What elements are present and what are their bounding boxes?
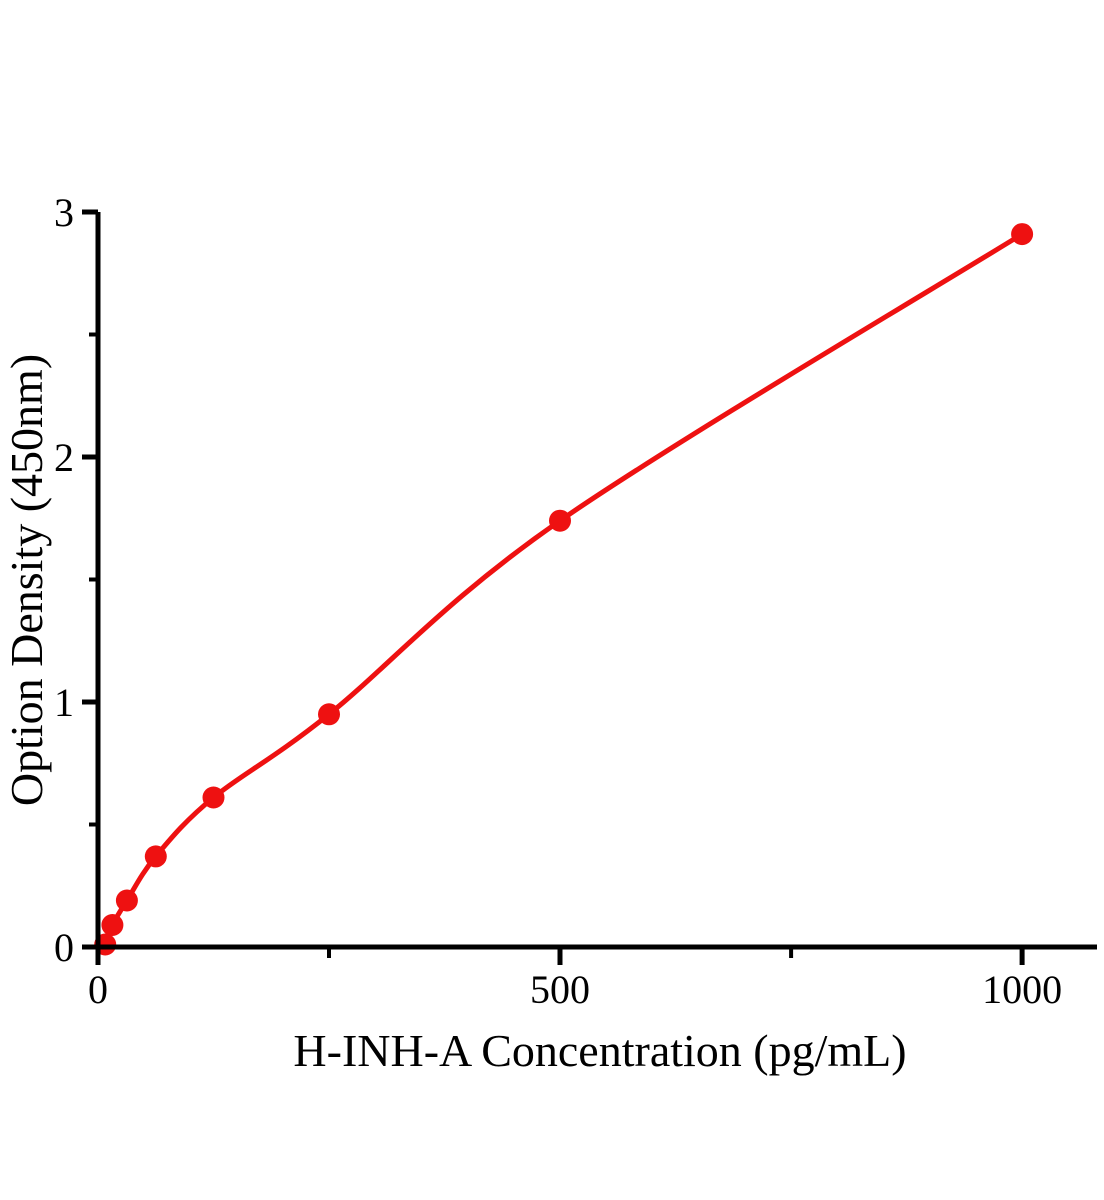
x-tick-label: 1000 (982, 967, 1062, 1012)
data-point (1011, 223, 1034, 246)
y-tick-label: 2 (54, 435, 74, 480)
tick-labels-layer: 0 500 1000 0 1 2 3 (54, 190, 1062, 1012)
y-tick-label: 0 (54, 925, 74, 970)
y-tick-label: 3 (54, 190, 74, 235)
y-axis-title: Option Density (450nm) (1, 354, 52, 806)
data-point (144, 845, 167, 868)
data-point (101, 914, 124, 936)
axes-layer (82, 209, 1097, 965)
y-tick-label: 1 (54, 680, 74, 725)
x-tick-label: 0 (88, 967, 108, 1012)
data-point (115, 889, 138, 912)
data-layer (94, 223, 1034, 956)
data-point (202, 786, 225, 809)
x-axis-title: H-INH-A Concentration (pg/mL) (293, 1025, 906, 1076)
data-point (318, 703, 340, 726)
fit-curve (97, 231, 1024, 950)
x-tick-label: 500 (530, 967, 590, 1012)
data-point (549, 509, 571, 532)
